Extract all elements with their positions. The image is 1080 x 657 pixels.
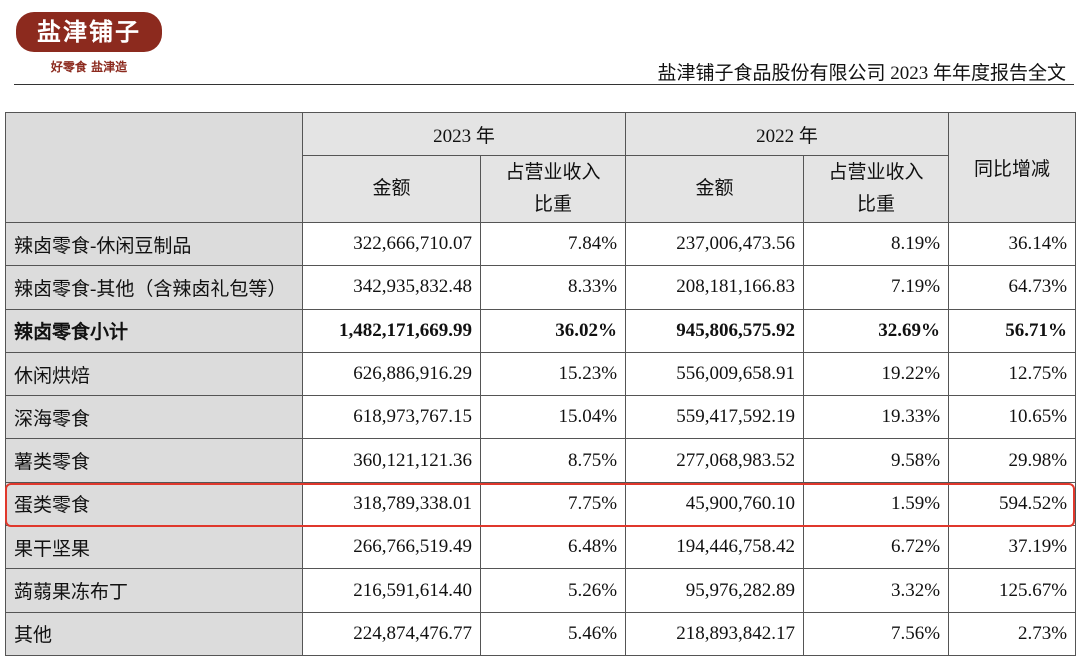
- cell: 7.56%: [803, 611, 950, 656]
- cell: 19.22%: [803, 351, 950, 397]
- table-row: 深海零食 618,973,767.15 15.04% 559,417,592.19 19…: [5, 395, 1077, 440]
- table-row: 辣卤零食-其他（含辣卤礼包等） 342,935,832.48 8.33% 208,18…: [5, 265, 1077, 310]
- document-title: 盐津铺子食品股份有限公司 2023 年年度报告全文: [657, 63, 1066, 84]
- table-row: 辣卤零食小计 1,482,171,669.99 36.02% 945,806,575.…: [5, 308, 1077, 353]
- sub-header: 金额: [302, 155, 481, 223]
- cell: 6.48%: [479, 525, 627, 570]
- cell: 224,874,476.77: [302, 611, 481, 656]
- table-row: 蒟蒻果冻布丁 216,591,614.40 5.26% 95,976,282.89 3.…: [5, 568, 1077, 613]
- table-row: 蛋类零食 318,789,338.01 7.75% 45,900,760.10 1.59…: [5, 481, 1077, 527]
- row-label: 蒟蒻果冻布丁: [5, 568, 303, 613]
- cell: 556,009,658.91: [625, 351, 805, 397]
- cell: 7.75%: [479, 481, 627, 527]
- cell: 318,789,338.01: [302, 481, 481, 527]
- year-header: 2023 年: [301, 112, 627, 156]
- cell: 1,482,171,669.99: [302, 308, 481, 353]
- table-row: 果干坚果 266,766,519.49 6.48% 194,446,758.42 6.7…: [5, 525, 1077, 570]
- cell: 360,121,121.36: [302, 438, 481, 483]
- cell: 15.04%: [479, 395, 627, 440]
- row-label: 辣卤零食-其他（含辣卤礼包等）: [5, 265, 303, 310]
- row-label: 其他: [5, 611, 303, 656]
- cell: 277,068,983.52: [625, 438, 805, 483]
- cell: 216,591,614.40: [302, 568, 481, 613]
- logo-slogan: 好零食 盐津造: [50, 60, 128, 74]
- cell: 12.75%: [948, 351, 1077, 397]
- row-label: 果干坚果: [5, 525, 303, 570]
- revenue-table: 2023 年 2022 年 同比增减 金额 占营业收入比重 金额 占营业收入比重…: [5, 112, 1077, 656]
- cell: 29.98%: [948, 438, 1077, 483]
- sub-header-text: 金额: [372, 178, 411, 199]
- logo: 盐津铺子 好零食 盐津造: [16, 12, 162, 74]
- row-label: 深海零食: [5, 395, 303, 440]
- cell: 125.67%: [948, 568, 1077, 613]
- sub-header: 金额: [625, 155, 805, 223]
- cell: 322,666,710.07: [302, 221, 481, 267]
- change-header: 同比增减: [948, 112, 1077, 223]
- cell: 266,766,519.49: [302, 525, 481, 570]
- cell: 37.19%: [948, 525, 1077, 570]
- sub-header: 占营业收入比重: [803, 155, 950, 223]
- cell: 559,417,592.19: [625, 395, 805, 440]
- header-row: 2023 年 2022 年 同比增减: [5, 112, 1077, 223]
- table-row: 薯类零食 360,121,121.36 8.75% 277,068,983.52 9.5…: [5, 438, 1077, 483]
- cell: 36.02%: [479, 308, 627, 353]
- cell: 6.72%: [803, 525, 950, 570]
- cell: 10.65%: [948, 395, 1077, 440]
- cell: 342,935,832.48: [302, 265, 481, 310]
- sub-header: 占营业收入比重: [479, 155, 627, 223]
- cell: 9.58%: [803, 438, 950, 483]
- cell: 45,900,760.10: [625, 481, 805, 527]
- cell: 19.33%: [803, 395, 950, 440]
- header-row: 金额 占营业收入比重 金额 占营业收入比重: [6, 155, 1076, 223]
- cell: 32.69%: [803, 308, 950, 353]
- corner-cell: [5, 112, 303, 223]
- cell: 3.32%: [803, 568, 950, 613]
- cell: 15.23%: [479, 351, 627, 397]
- cell: 95,976,282.89: [625, 568, 805, 613]
- cell: 208,181,166.83: [625, 265, 805, 310]
- cell: 36.14%: [948, 221, 1077, 267]
- row-label: 休闲烘焙: [5, 351, 303, 397]
- row-label: 辣卤零食小计: [5, 308, 303, 353]
- sub-header-text: 金额: [695, 178, 734, 199]
- cell: 626,886,916.29: [302, 351, 481, 397]
- table-row: 辣卤零食-休闲豆制品 322,666,710.07 7.84% 237,006,473…: [5, 221, 1077, 267]
- logo-text: 盐津铺子: [16, 12, 162, 52]
- cell: 237,006,473.56: [625, 221, 805, 267]
- row-label: 辣卤零食-休闲豆制品: [5, 221, 303, 267]
- cell: 218,893,842.17: [625, 611, 805, 656]
- table-body: 辣卤零食-休闲豆制品 322,666,710.07 7.84% 237,006,473…: [5, 221, 1077, 656]
- sub-header-text: 占营业收入比重: [828, 162, 924, 215]
- cell: 56.71%: [948, 308, 1077, 353]
- cell: 945,806,575.92: [625, 308, 805, 353]
- row-label: 薯类零食: [5, 438, 303, 483]
- cell: 8.75%: [479, 438, 627, 483]
- cell: 8.33%: [479, 265, 627, 310]
- cell: 8.19%: [803, 221, 950, 267]
- table-row: 其他 224,874,476.77 5.46% 218,893,842.17 7.56%…: [5, 611, 1077, 656]
- cell: 1.59%: [803, 481, 950, 527]
- cell: 2.73%: [948, 611, 1077, 656]
- cell: 64.73%: [948, 265, 1077, 310]
- year-header: 2022 年: [625, 112, 950, 156]
- table-row: 休闲烘焙 626,886,916.29 15.23% 556,009,658.91 19…: [5, 351, 1077, 397]
- cell: 5.26%: [479, 568, 627, 613]
- cell: 5.46%: [479, 611, 627, 656]
- cell: 194,446,758.42: [625, 525, 805, 570]
- cell: 7.84%: [479, 221, 627, 267]
- cell: 618,973,767.15: [302, 395, 481, 440]
- cell: 594.52%: [948, 481, 1077, 527]
- header-rule: [14, 84, 1074, 85]
- row-label: 蛋类零食: [5, 481, 303, 527]
- cell: 7.19%: [803, 265, 950, 310]
- sub-header-text: 占营业收入比重: [505, 162, 601, 215]
